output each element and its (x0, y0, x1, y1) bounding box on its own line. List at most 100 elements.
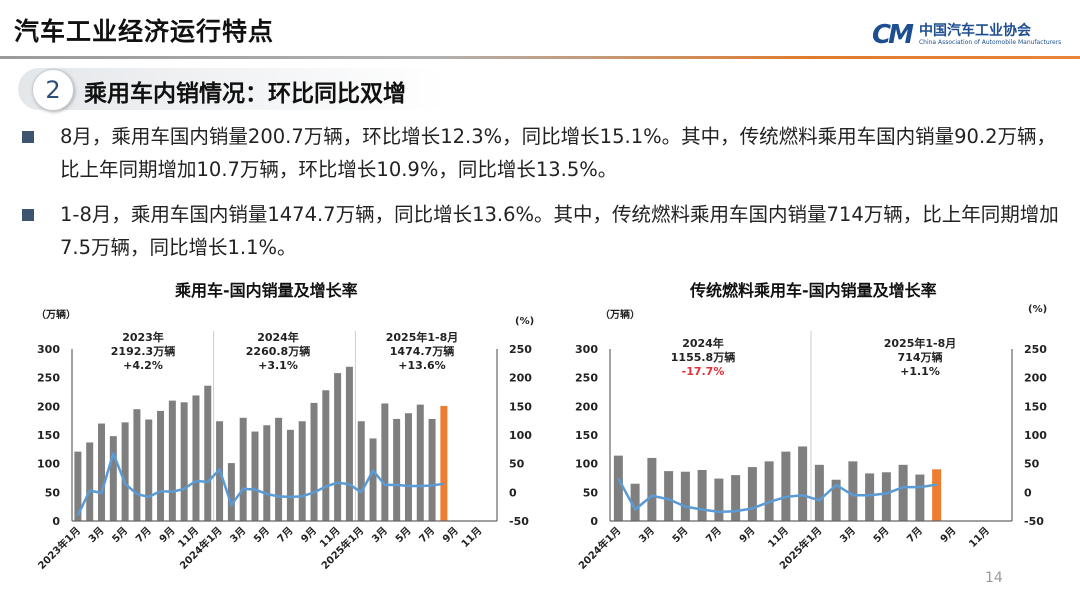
growth-point (89, 490, 91, 492)
bar (145, 419, 153, 521)
bullet-text: 1-8月，乘用车国内销量1474.7万辆，同比增长13.6%。其中，传统燃料乘用… (60, 203, 1059, 259)
x-tick-label: 3月 (369, 525, 389, 545)
x-tick-label: 7月 (704, 525, 724, 545)
growth-point (668, 498, 670, 500)
annotation: 2025年1-8月 (884, 336, 957, 350)
x-tick-label: 9月 (299, 525, 319, 545)
bar (322, 390, 330, 521)
annotation: 2024年 (257, 330, 299, 344)
growth-point (768, 501, 770, 503)
bar (814, 464, 824, 521)
x-tick-label: 3月 (228, 525, 248, 545)
growth-point (735, 510, 737, 512)
growth-point (242, 488, 244, 490)
bar (798, 446, 808, 521)
growth-point (852, 494, 854, 496)
growth-point (936, 484, 938, 486)
y-unit-right: (%) (515, 316, 534, 327)
growth-point (818, 499, 820, 501)
y-tick-left: 0 (52, 515, 60, 528)
bar (404, 413, 412, 521)
y-tick-left: 300 (575, 343, 598, 356)
growth-point (254, 488, 256, 490)
growth-point (919, 486, 921, 488)
growth-point (443, 483, 445, 485)
bar (227, 463, 235, 521)
growth-point (634, 509, 636, 511)
bar (932, 469, 942, 521)
x-tick-label: 5月 (110, 525, 130, 545)
annotation: 1474.7万辆 (390, 344, 454, 358)
bar (831, 479, 841, 521)
growth-point (751, 507, 753, 509)
bullet-text: 8月，乘用车国内销量200.7万辆，环比增长12.3%，同比增长15.1%。其中… (60, 125, 1057, 181)
y-tick-right: 50 (1024, 458, 1040, 471)
annotation: +3.1% (258, 359, 298, 372)
bar (239, 417, 247, 521)
bar (345, 366, 353, 521)
annotation: -17.7% (682, 365, 725, 378)
growth-point (384, 484, 386, 486)
y-unit-left: （万辆） (36, 308, 76, 321)
bar (865, 473, 875, 521)
bar (157, 410, 165, 521)
growth-point (148, 496, 150, 498)
growth-point (183, 488, 185, 490)
bar (764, 461, 774, 521)
y-tick-right: 100 (1024, 429, 1047, 442)
growth-point (617, 478, 619, 480)
growth-point (278, 495, 280, 497)
bar (747, 467, 757, 521)
bar (204, 385, 212, 521)
section-title: 乘用车内销情况：环比同比双增 (84, 81, 406, 107)
y-tick-left: 100 (575, 458, 598, 471)
y-tick-right: 150 (1024, 400, 1047, 413)
growth-point (869, 494, 871, 496)
growth-point (885, 492, 887, 494)
bar (298, 421, 306, 521)
x-tick-label: 9月 (938, 525, 958, 545)
section-number: 2 (32, 69, 74, 111)
y-tick-left: 50 (45, 486, 61, 499)
bar (731, 475, 741, 521)
annotation: 714万辆 (898, 350, 943, 364)
logo-cn: 中国汽车工业协会 (918, 23, 1031, 39)
growth-point (230, 504, 232, 506)
annotation: 2025年1-8月 (386, 330, 459, 344)
y-unit-left: （万辆） (600, 308, 640, 321)
bar (334, 373, 342, 521)
y-tick-right: 0 (509, 486, 517, 499)
bar (109, 436, 117, 521)
x-tick-label: 2023年1月 (35, 524, 83, 572)
y-tick-left: 150 (37, 429, 60, 442)
y-tick-left: 150 (575, 429, 598, 442)
bar (286, 429, 294, 521)
bar (881, 472, 891, 521)
growth-point (289, 496, 291, 498)
growth-point (77, 514, 79, 516)
x-tick-label: 3月 (86, 525, 106, 545)
y-tick-right: 0 (1024, 486, 1032, 499)
chart-title-left: 乘用车-国内销量及增长率 (175, 281, 358, 300)
bullet-item: 8月，乘用车国内销量200.7万辆，环比增长12.3%，同比增长15.1%。其中… (22, 120, 1062, 186)
bar (357, 421, 365, 521)
x-tick-label: 5月 (871, 525, 891, 545)
bar (369, 438, 377, 521)
growth-point (160, 490, 162, 492)
section-banner (18, 68, 448, 110)
bar (664, 471, 674, 521)
x-tick-label: 11月 (766, 525, 791, 550)
bar (381, 403, 389, 521)
bar (310, 402, 318, 521)
y-tick-right: 250 (1024, 343, 1047, 356)
growth-point (835, 484, 837, 486)
y-tick-left: 250 (37, 372, 60, 385)
logo: CM 中国汽车工业协会 China Association of Automob… (872, 20, 1061, 50)
annotation: 2192.3万辆 (111, 344, 175, 358)
bar (251, 431, 259, 521)
growth-point (718, 511, 720, 513)
bar (898, 464, 908, 521)
chart-title-right: 传统燃料乘用车-国内销量及增长率 (690, 281, 937, 300)
growth-point (802, 494, 804, 496)
